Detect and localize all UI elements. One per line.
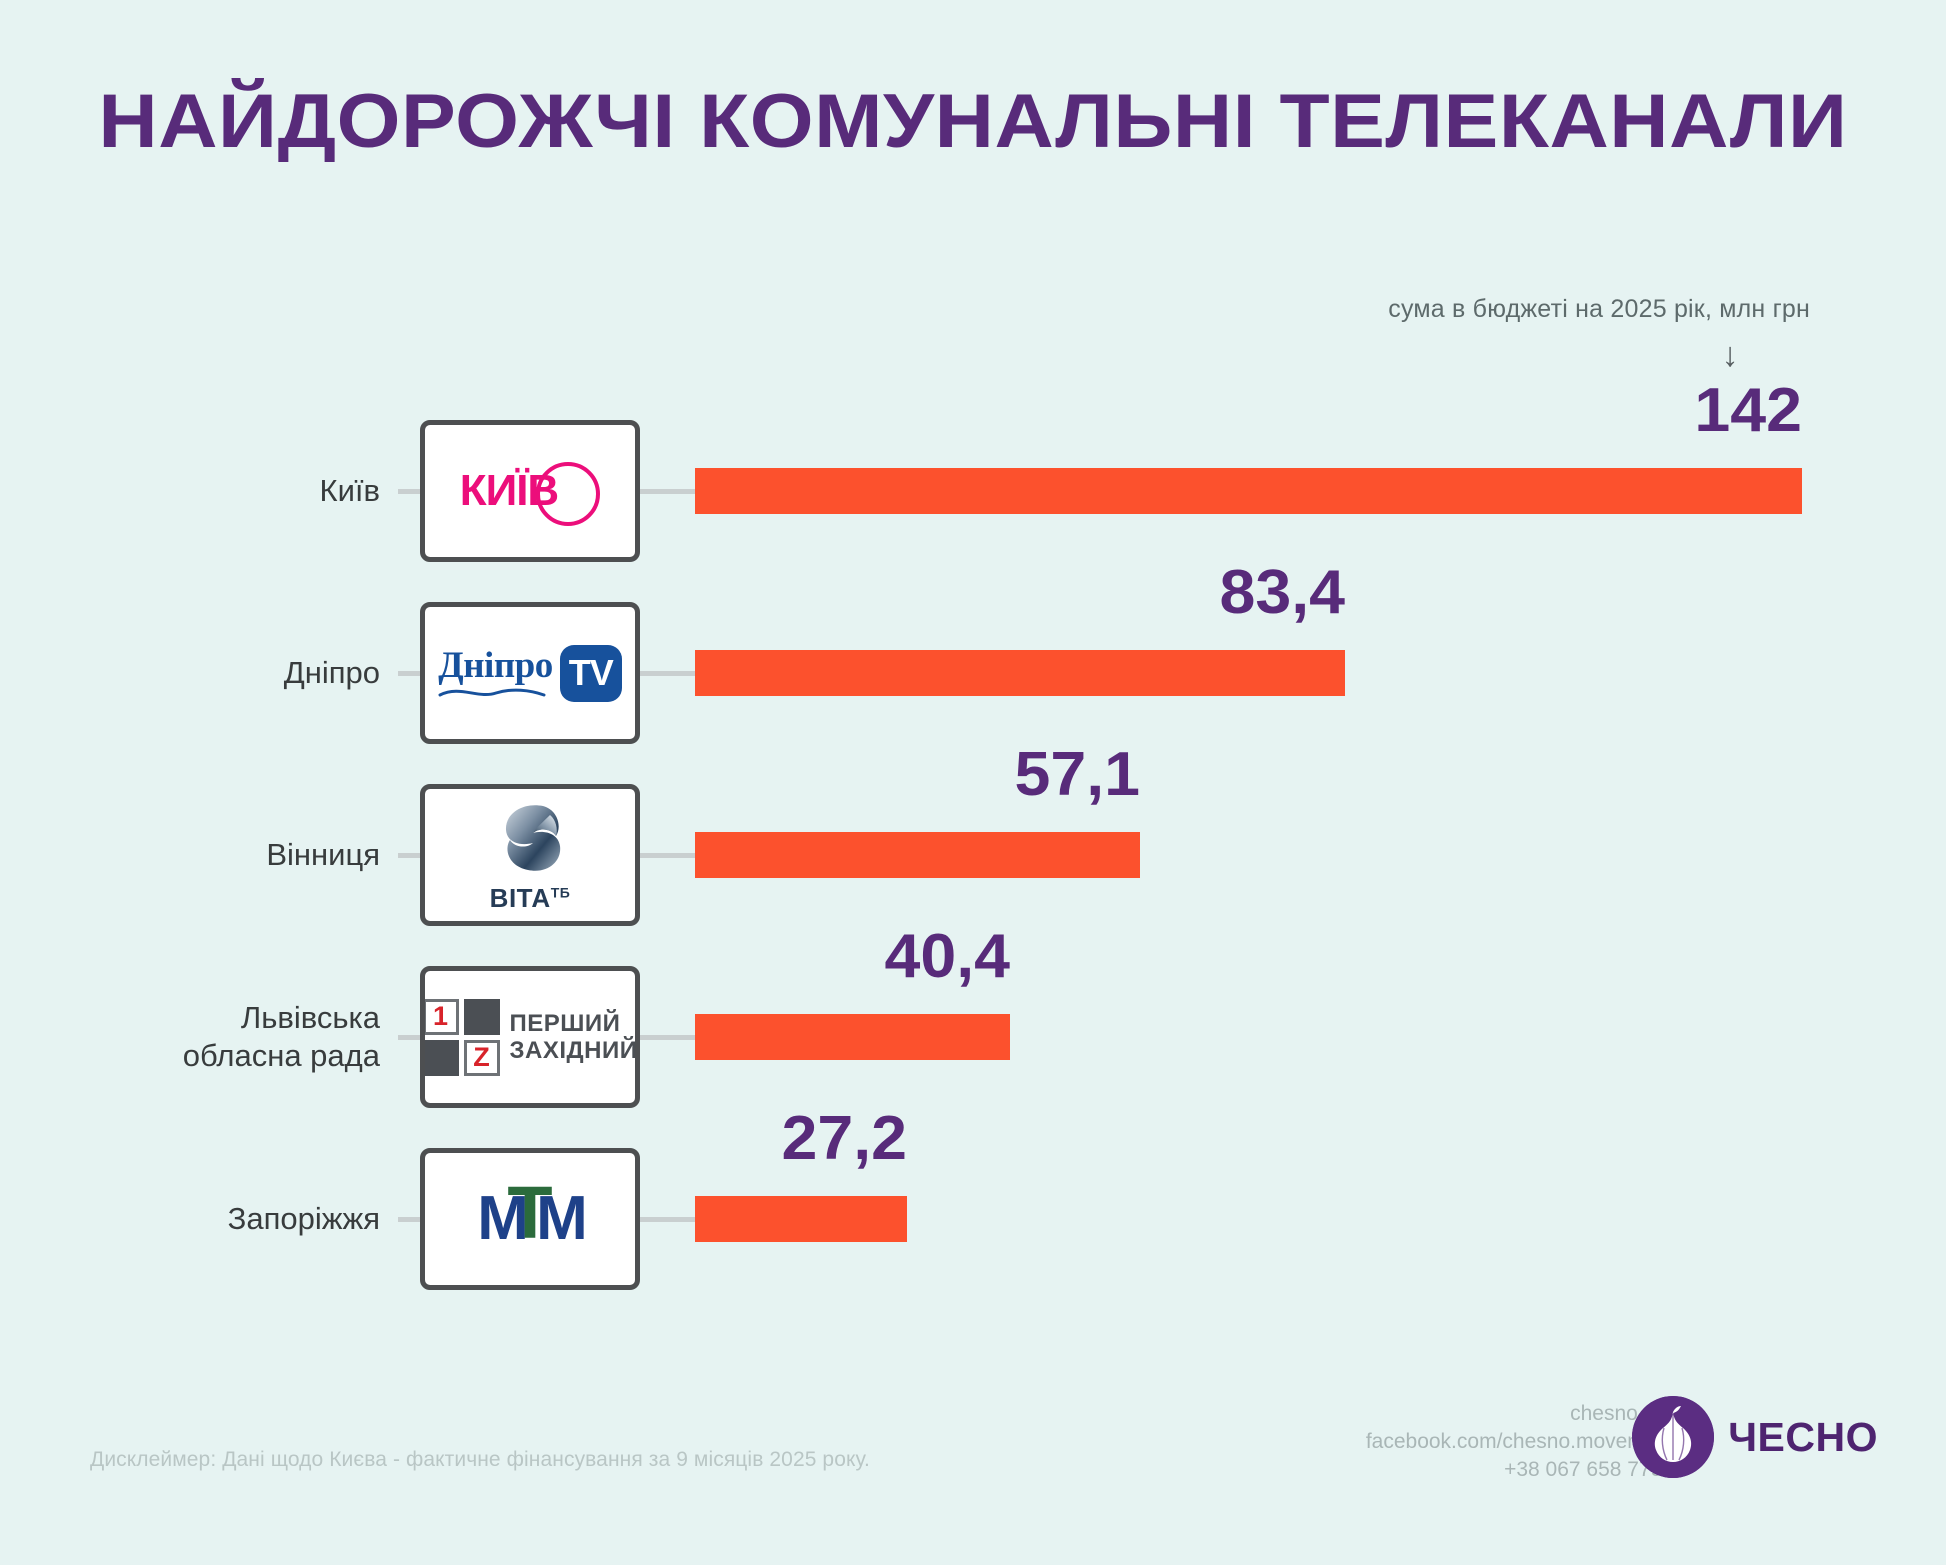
chart-row: Вінниця ВІТАТБ 57,1 [0, 740, 1946, 946]
tv-badge: TV [559, 644, 622, 702]
psz-cell-4: Z [463, 1039, 500, 1076]
psz-cell-1: 1 [425, 998, 459, 1035]
chart-row: Запоріжжя М М Т 27,2 [0, 1104, 1946, 1310]
mtm-right: М [536, 1184, 588, 1253]
channel-logo-box: КИЇВ [420, 420, 640, 562]
value-bar [695, 1196, 907, 1242]
vita-word: ВІТА [489, 883, 551, 913]
phone-number: +38 067 658 7798 [1504, 1458, 1674, 1481]
chart-row: Дніпро Дніпро TV 83,4 [0, 558, 1946, 764]
value-label: 142 [1694, 376, 1802, 445]
psz-mark-z: Z [473, 1042, 490, 1072]
row-label: Львівська обласна рада [182, 1000, 380, 1073]
chesno-brand: ЧЕСНО [1632, 1396, 1878, 1478]
value-bar [695, 1014, 1010, 1060]
vita-tb-logo: ВІТАТБ [488, 796, 572, 914]
psz-logo-text: ПЕРШИЙ ЗАХІДНИЙ [509, 1010, 638, 1064]
row-label: Дніпро [283, 655, 380, 690]
value-label: 83,4 [1219, 558, 1345, 627]
vita-logo-text: ВІТАТБ [488, 883, 572, 914]
channel-logo-box: ВІТАТБ [420, 784, 640, 926]
row-label: Вінниця [266, 837, 380, 872]
garlic-icon [1632, 1396, 1715, 1478]
value-label: 57,1 [1014, 740, 1140, 809]
kyiv-ring-icon [536, 462, 601, 526]
vita-swirl-icon [505, 805, 561, 871]
chart-row: Львівська обласна рада 1 Z ПЕРШИЙ ЗАХІДНИЙ 40… [0, 922, 1946, 1128]
mtm-left: М [477, 1184, 529, 1253]
channel-logo-box: Дніпро TV [420, 602, 640, 744]
page-title: НАЙДОРОЖЧІ КОМУНАЛЬНІ ТЕЛЕКАНАЛИ [98, 79, 1848, 164]
mtm-middle: Т [507, 1171, 553, 1254]
contact-block: chesno.org facebook.com/chesno.movement … [1074, 1400, 1674, 1484]
psz-mark-one: 1 [433, 1001, 449, 1031]
kyiv-logo-text: КИЇВ [459, 466, 559, 515]
kyiv-channel-logo: КИЇВ [459, 456, 601, 526]
wave-icon [438, 688, 546, 696]
disclaimer-text: Дисклеймер: Дані щодо Києва - фактичне ф… [90, 1448, 870, 1471]
value-label: 40,4 [884, 922, 1010, 991]
value-bar [695, 650, 1345, 696]
value-bar [695, 832, 1140, 878]
channel-logo-box: 1 Z ПЕРШИЙ ЗАХІДНИЙ [420, 966, 640, 1108]
row-label: Запоріжжя [227, 1201, 380, 1236]
vita-sup: ТБ [550, 884, 571, 901]
dnipro-logo-text: Дніпро [438, 644, 553, 686]
dnipro-tv-logo: Дніпро TV [438, 644, 622, 702]
psz-line-2: ЗАХІДНИЙ [509, 1037, 638, 1064]
value-label: 27,2 [781, 1104, 907, 1173]
psz-line-1: ПЕРШИЙ [509, 1010, 621, 1037]
psz-cell-3 [425, 1039, 459, 1076]
chart-caption: сума в бюджеті на 2025 рік, млн грн [1388, 295, 1810, 323]
chart-row: Київ КИЇВ 142 [0, 376, 1946, 582]
mtm-logo-text: М М [477, 1188, 588, 1250]
website-link[interactable]: chesno.org [1570, 1402, 1674, 1425]
row-label: Київ [319, 473, 380, 508]
brand-name: ЧЕСНО [1728, 1413, 1878, 1460]
psz-cell-2 [463, 998, 500, 1035]
down-arrow-icon: ↓ [1721, 336, 1739, 374]
pershyi-zahidnyi-logo: 1 Z ПЕРШИЙ ЗАХІДНИЙ [425, 998, 638, 1076]
facebook-link[interactable]: facebook.com/chesno.movement [1365, 1430, 1674, 1453]
value-bar [695, 468, 1802, 514]
bar-chart: Київ КИЇВ 142 Дніпро Дніпро TV 83,4 Вінниця ВІТА… [0, 376, 1946, 1310]
